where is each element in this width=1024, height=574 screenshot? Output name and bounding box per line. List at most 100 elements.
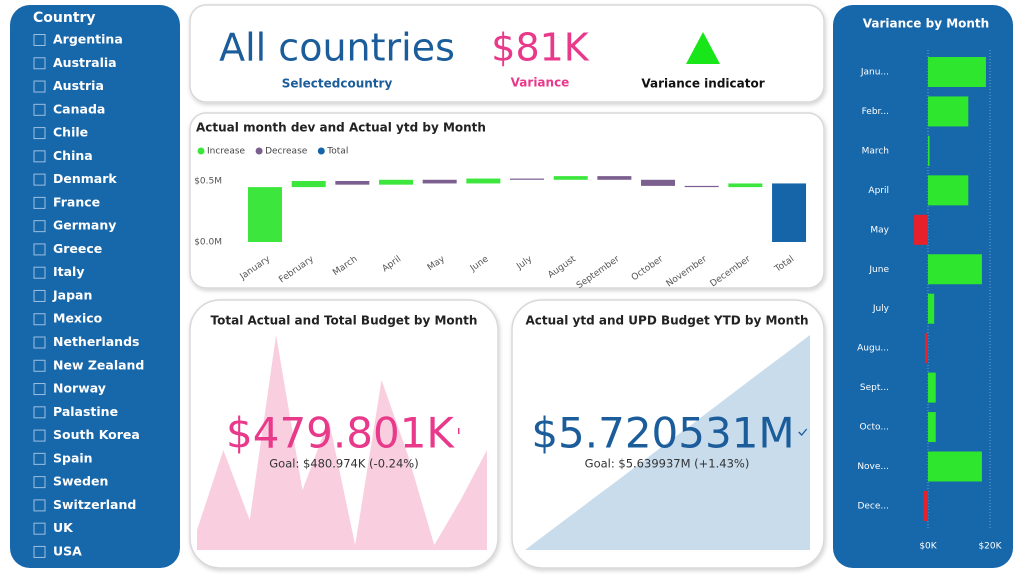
bar bbox=[772, 183, 807, 242]
variance-label: Variance bbox=[511, 76, 570, 90]
bar bbox=[928, 372, 936, 403]
y-tick-label: Janu... bbox=[860, 68, 889, 78]
x-tick-label: $0K bbox=[919, 542, 937, 552]
checkbox[interactable] bbox=[33, 243, 46, 256]
kpi-goal: Goal: $5.639937M (+1.43%) bbox=[585, 457, 750, 471]
bar bbox=[335, 181, 370, 185]
checkbox[interactable] bbox=[33, 196, 46, 209]
slicer-item[interactable]: Sweden bbox=[53, 474, 108, 489]
y-tick-label: May bbox=[870, 225, 889, 235]
checkbox[interactable] bbox=[33, 429, 46, 442]
bar bbox=[379, 179, 414, 185]
bar bbox=[928, 254, 982, 285]
checkbox[interactable] bbox=[33, 80, 46, 93]
bar bbox=[291, 181, 326, 188]
y-tick-label: March bbox=[862, 146, 889, 156]
y-tick-label: Febr... bbox=[862, 107, 889, 117]
indicator-triangle bbox=[686, 32, 720, 64]
chart-title: Actual ytd and UPD Budget YTD by Month bbox=[525, 314, 808, 328]
checkbox[interactable] bbox=[33, 383, 46, 396]
legend-marker bbox=[197, 147, 205, 155]
slicer-item[interactable]: Australia bbox=[53, 55, 117, 70]
chart-title: Variance by Month bbox=[863, 17, 989, 31]
bar bbox=[928, 175, 969, 206]
bar bbox=[422, 179, 457, 184]
slicer-item[interactable]: South Korea bbox=[53, 427, 140, 442]
slicer-item[interactable]: Argentina bbox=[53, 32, 123, 47]
y-tick-label: $0.0M bbox=[194, 238, 222, 248]
card-panel bbox=[189, 4, 825, 103]
bar bbox=[510, 178, 545, 180]
bar bbox=[641, 179, 676, 186]
bar bbox=[248, 187, 282, 242]
checkbox[interactable] bbox=[33, 266, 46, 279]
variance-value: $81K bbox=[491, 26, 590, 70]
slicer-item[interactable]: Spain bbox=[53, 450, 93, 465]
legend-label: Total bbox=[326, 147, 348, 157]
slicer-item[interactable]: UK bbox=[53, 520, 74, 535]
slicer-item[interactable]: USA bbox=[53, 543, 82, 558]
slicer-item[interactable]: Denmark bbox=[53, 171, 117, 186]
bar bbox=[466, 178, 501, 184]
checkbox[interactable] bbox=[33, 173, 46, 186]
slicer-item[interactable]: France bbox=[53, 194, 100, 209]
checkbox[interactable] bbox=[33, 34, 46, 46]
bar bbox=[928, 451, 982, 482]
indicator-label: Variance indicator bbox=[641, 77, 764, 91]
bar bbox=[553, 176, 588, 180]
checkbox[interactable] bbox=[33, 476, 46, 489]
bar bbox=[728, 183, 763, 188]
checkbox[interactable] bbox=[33, 545, 46, 558]
slicer-item[interactable]: Canada bbox=[53, 101, 105, 116]
chart-title: Actual month dev and Actual ytd by Month bbox=[196, 121, 486, 135]
checkbox[interactable] bbox=[33, 522, 46, 535]
y-tick-label: June bbox=[868, 265, 889, 275]
slicer-item[interactable]: Austria bbox=[53, 78, 104, 93]
bar bbox=[928, 293, 935, 324]
slicer-item[interactable]: Germany bbox=[53, 218, 116, 233]
checkbox[interactable] bbox=[33, 499, 46, 512]
bar bbox=[914, 214, 928, 245]
kpi-value: $5.720531M bbox=[531, 409, 794, 458]
checkbox[interactable] bbox=[33, 336, 46, 349]
checkbox[interactable] bbox=[33, 406, 46, 419]
slicer-item[interactable]: Netherlands bbox=[53, 334, 139, 349]
slicer-item[interactable]: Italy bbox=[53, 264, 85, 279]
checkbox[interactable] bbox=[33, 103, 46, 116]
checkbox[interactable] bbox=[33, 150, 46, 163]
checkbox[interactable] bbox=[33, 57, 46, 70]
bar bbox=[924, 333, 928, 364]
checkbox[interactable] bbox=[33, 289, 46, 302]
slicer-item[interactable]: Greece bbox=[53, 241, 102, 256]
slicer-item[interactable]: Switzerland bbox=[53, 497, 136, 512]
checkbox[interactable] bbox=[33, 220, 46, 233]
slicer-item[interactable]: New Zealand bbox=[53, 357, 144, 372]
x-tick-label: $20K bbox=[978, 542, 1002, 552]
checkbox[interactable] bbox=[33, 127, 46, 140]
y-tick-label: July bbox=[872, 304, 890, 314]
y-tick-label: April bbox=[868, 186, 889, 196]
slicer-item[interactable]: Mexico bbox=[53, 311, 103, 326]
slicer-item[interactable]: Japan bbox=[52, 287, 92, 302]
chart-title: Total Actual and Total Budget by Month bbox=[211, 314, 478, 328]
overlay: Total Actual and Total Budget by Month $4… bbox=[211, 314, 809, 471]
y-tick-label: Nove... bbox=[857, 462, 889, 472]
slicer-item[interactable]: Chile bbox=[53, 125, 88, 140]
checkbox[interactable] bbox=[33, 359, 46, 372]
bar bbox=[928, 135, 930, 166]
y-tick-label: Octo... bbox=[860, 423, 890, 433]
checkbox[interactable] bbox=[33, 452, 46, 465]
legend-marker bbox=[317, 147, 325, 155]
y-tick-label: Dece... bbox=[857, 501, 889, 511]
status-icon bbox=[798, 428, 808, 436]
checkbox[interactable] bbox=[33, 313, 46, 326]
bar bbox=[928, 412, 936, 443]
bar bbox=[684, 185, 719, 188]
slicer-item[interactable]: Palastine bbox=[53, 404, 118, 419]
slicer-item[interactable]: China bbox=[53, 148, 93, 163]
slicer-item[interactable]: Norway bbox=[53, 381, 106, 396]
country-label: Selectedcountry bbox=[282, 77, 393, 91]
trend-area bbox=[525, 335, 810, 550]
bar bbox=[928, 57, 986, 87]
